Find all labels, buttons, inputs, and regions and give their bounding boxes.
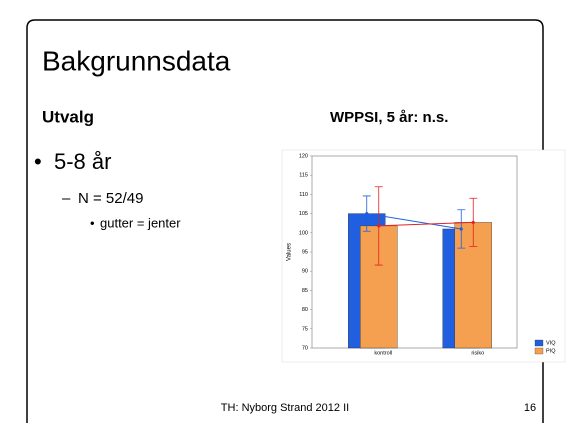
mean-point: [377, 224, 381, 228]
sub-sub-bullet-marker: •: [90, 215, 95, 230]
legend-swatch: [534, 347, 544, 355]
mean-line: [366, 213, 462, 230]
right-heading: WPPSI, 5 år: n.s.: [330, 109, 448, 126]
sub-bullet-marker: –: [62, 190, 71, 207]
legend-swatch: [534, 339, 544, 347]
page-number: 16: [524, 402, 536, 414]
y-tick-label: 85: [302, 288, 308, 294]
y-tick-label: 100: [299, 230, 308, 236]
mean-point: [471, 220, 475, 225]
legend-label: PIQ: [546, 348, 556, 354]
y-tick-label: 90: [302, 269, 308, 275]
legend-label: VIQ: [546, 340, 556, 346]
y-tick-label: 95: [302, 249, 308, 255]
y-axis-label: Values: [287, 243, 293, 261]
y-tick-label: 80: [302, 307, 308, 313]
bullet-marker: •: [34, 149, 42, 174]
x-tick-label: kontroll: [374, 350, 392, 356]
bullet: 5-8 år: [54, 149, 111, 174]
sub-bullet: N = 52/49: [78, 190, 143, 207]
x-tick-label: risiko: [471, 350, 484, 356]
mean-point: [459, 227, 463, 231]
slide-title: Bakgrunnsdata: [42, 45, 231, 76]
sub-sub-bullet: gutter = jenter: [100, 215, 181, 230]
y-tick-label: 75: [302, 326, 308, 332]
y-tick-label: 120: [299, 153, 308, 159]
footer: TH: Nyborg Strand 2012 II: [221, 402, 349, 414]
slide-frame: [26, 19, 544, 423]
y-tick-label: 105: [299, 211, 308, 217]
y-tick-label: 115: [299, 173, 308, 179]
mean-line: [378, 221, 474, 227]
mean-point: [365, 212, 369, 216]
left-heading: Utvalg: [42, 107, 94, 126]
y-tick-label: 70: [302, 345, 308, 351]
y-tick-label: 110: [299, 192, 308, 198]
